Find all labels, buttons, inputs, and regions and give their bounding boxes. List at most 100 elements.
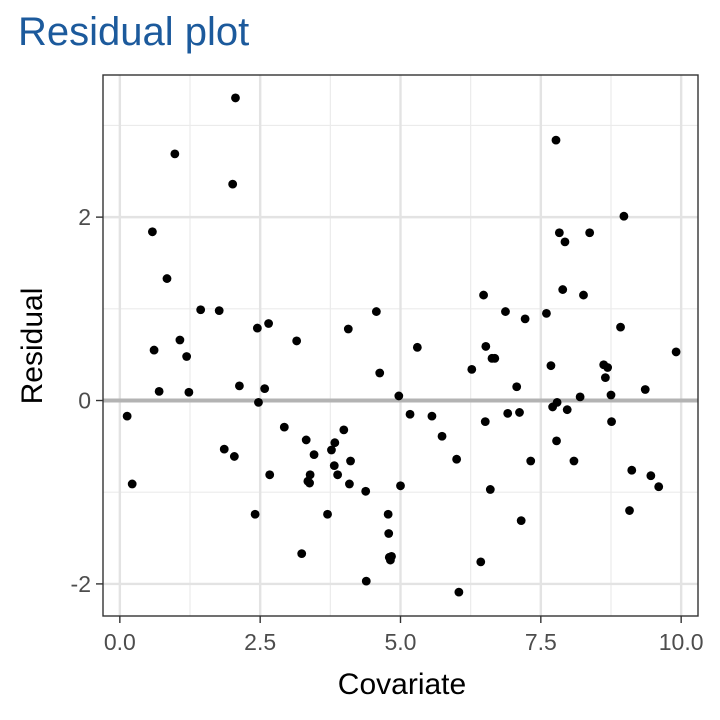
data-point: [560, 237, 570, 247]
data-point: [396, 481, 405, 491]
data-point: [327, 445, 336, 455]
data-point: [375, 368, 385, 378]
y-axis-title: Residual: [16, 288, 49, 405]
data-point: [603, 363, 613, 372]
data-point: [330, 438, 340, 448]
data-point: [260, 384, 270, 393]
data-point: [476, 557, 486, 567]
data-point: [147, 227, 157, 237]
data-point: [339, 425, 349, 435]
data-point: [579, 290, 588, 300]
data-point: [231, 93, 240, 103]
data-point: [585, 228, 595, 238]
data-point: [551, 135, 561, 145]
data-point: [250, 509, 260, 519]
data-point: [454, 587, 464, 597]
data-point: [122, 411, 132, 421]
data-point: [305, 478, 314, 488]
data-point: [516, 516, 526, 526]
data-point: [371, 307, 381, 316]
data-point: [182, 352, 192, 361]
data-point: [149, 345, 159, 355]
data-point: [501, 307, 510, 316]
data-point: [480, 417, 490, 427]
data-point: [437, 431, 447, 441]
data-point: [162, 274, 172, 283]
data-point: [279, 422, 289, 432]
data-point: [503, 408, 513, 418]
data-point: [175, 335, 185, 345]
data-point: [607, 417, 616, 427]
data-point: [170, 149, 180, 159]
data-point: [333, 470, 343, 480]
data-point: [361, 576, 371, 586]
x-tick-label: 5.0: [385, 629, 417, 655]
data-point: [297, 549, 307, 559]
data-point: [627, 465, 637, 475]
data-point: [154, 386, 164, 396]
data-point: [214, 306, 224, 316]
data-point: [512, 382, 522, 392]
y-tick-label: -2: [71, 571, 91, 597]
data-point: [552, 397, 562, 407]
data-point: [481, 342, 491, 351]
data-point: [485, 485, 495, 494]
data-point: [305, 470, 315, 480]
data-point: [301, 435, 311, 445]
data-point: [127, 479, 137, 489]
data-point: [309, 450, 319, 460]
data-point: [554, 228, 564, 238]
x-tick-label: 2.5: [244, 629, 276, 655]
data-point: [412, 342, 422, 352]
data-point: [600, 373, 610, 382]
data-point: [616, 322, 625, 332]
data-point: [562, 405, 572, 415]
data-points: [122, 93, 681, 597]
x-axis: 0.0 2.5 5.0 7.5 10.0: [104, 616, 704, 655]
data-point: [405, 409, 415, 419]
data-point: [479, 290, 488, 300]
data-point: [235, 381, 244, 391]
data-point: [515, 408, 524, 417]
data-point: [254, 397, 263, 407]
data-point: [619, 211, 629, 221]
data-point: [625, 506, 634, 515]
x-tick-label: 7.5: [525, 629, 557, 655]
data-point: [646, 471, 656, 481]
data-point: [387, 551, 396, 561]
y-axis: -2 0 2: [71, 204, 103, 597]
data-point: [526, 456, 536, 466]
data-point: [323, 509, 332, 519]
data-point: [542, 309, 551, 318]
y-tick-label: 2: [78, 204, 91, 230]
data-point: [345, 479, 354, 489]
data-point: [292, 336, 302, 346]
data-point: [467, 364, 477, 374]
data-point: [452, 454, 462, 464]
data-point: [546, 361, 556, 371]
x-tick-label: 0.0: [104, 629, 136, 655]
data-point: [265, 470, 275, 480]
data-point: [361, 486, 371, 496]
data-point: [383, 509, 393, 519]
x-axis-title: Covariate: [338, 668, 466, 701]
data-point: [569, 456, 579, 466]
major-gridlines: [103, 75, 698, 616]
data-point: [346, 456, 355, 466]
data-point: [264, 319, 273, 328]
data-point: [575, 392, 585, 402]
data-point: [654, 482, 664, 492]
data-point: [252, 323, 262, 333]
chart-title: Residual plot: [18, 10, 250, 54]
data-point: [558, 285, 568, 294]
data-point: [196, 305, 206, 315]
data-point: [394, 391, 404, 401]
data-point: [671, 347, 681, 357]
data-point: [384, 529, 394, 538]
data-point: [219, 444, 229, 454]
data-point: [490, 353, 500, 363]
data-point: [427, 411, 437, 421]
data-point: [520, 314, 530, 324]
data-point: [329, 461, 339, 471]
